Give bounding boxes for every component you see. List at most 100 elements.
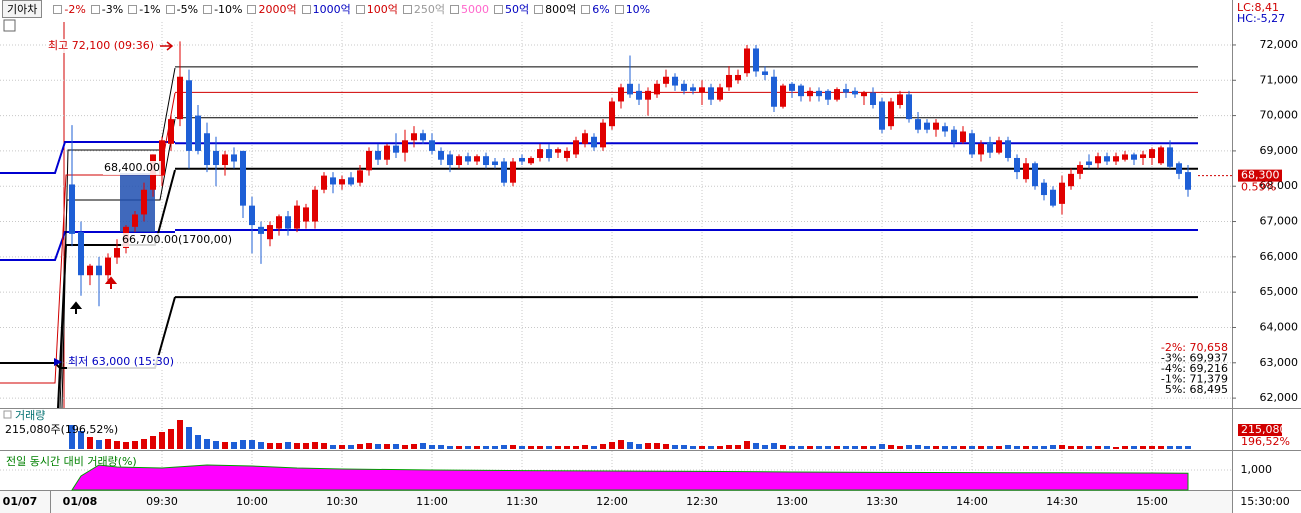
checkbox[interactable] (493, 4, 503, 14)
volume-bar (87, 437, 93, 449)
candle-body (1059, 182, 1065, 204)
volume-bar (96, 440, 102, 449)
volume-bar (816, 446, 822, 449)
toolbar-item[interactable]: 50억 (493, 1, 529, 17)
checkbox[interactable] (203, 4, 213, 14)
toolbar-item[interactable]: -10% (203, 3, 242, 16)
volume-bar (258, 442, 264, 449)
level-label: -3%: 69,937 (1161, 352, 1228, 365)
toolbar-item[interactable]: 1000억 (301, 1, 351, 17)
volume-bar (843, 446, 849, 449)
checkbox[interactable] (402, 4, 412, 14)
checkbox[interactable] (53, 4, 63, 14)
candle-body (600, 122, 606, 148)
volume-bar (69, 425, 75, 449)
candle-body (744, 48, 750, 74)
toolbar-item[interactable]: 10% (614, 3, 650, 16)
candle-body (420, 133, 426, 141)
candle-body (240, 150, 246, 206)
toolbar-label: -10% (214, 2, 243, 16)
volume-bar (78, 431, 84, 449)
candle-body (1185, 172, 1191, 190)
checkbox[interactable] (614, 4, 624, 14)
marks (69, 41, 1198, 491)
candle-body (438, 150, 444, 160)
level-step (59, 118, 176, 409)
volume-bar (582, 445, 588, 449)
volume-bar (906, 445, 912, 449)
volume-bar (807, 446, 813, 449)
candle-body (654, 83, 660, 95)
toolbar-item[interactable]: 100억 (355, 1, 398, 17)
checkbox[interactable] (165, 4, 175, 14)
candle-body (375, 150, 381, 160)
volume-bar (942, 446, 948, 449)
checkbox[interactable] (449, 4, 459, 14)
volume-bar (681, 445, 687, 449)
volume-bar (141, 439, 147, 449)
toolbar-item[interactable]: 2000억 (247, 1, 297, 17)
candle-body (582, 133, 588, 144)
volume-bar (645, 443, 651, 449)
y-tick-label: 69,000 (1260, 144, 1299, 157)
volume-bar (1032, 446, 1038, 449)
annotation: 66,700.00(1700,00) (122, 233, 232, 246)
volume-bar (276, 443, 282, 449)
candle-body (1131, 154, 1137, 160)
candle-body (519, 157, 525, 162)
toolbar-item[interactable]: 250억 (402, 1, 445, 17)
candle-body (915, 119, 921, 130)
candle-body (141, 189, 147, 215)
x-tick-label: 12:30 (686, 495, 718, 508)
candle-body (159, 140, 165, 176)
checkbox[interactable] (355, 4, 365, 14)
toolbar-item[interactable]: 6% (581, 3, 610, 16)
toolbar-item[interactable]: -2% (53, 3, 86, 16)
volume-bar (969, 446, 975, 449)
volume-bar (420, 443, 426, 449)
checkbox[interactable] (90, 4, 100, 14)
checkbox[interactable] (3, 410, 12, 419)
candle-body (528, 157, 534, 164)
annotation-bg (67, 355, 176, 369)
volume-bar (609, 442, 615, 449)
toolbar-item[interactable]: 800억 (534, 1, 576, 17)
labels: LC:8,41 HC:-5,27 거래량 215,080주(196,52%) 전… (3, 1, 1298, 508)
candle-body (447, 154, 453, 166)
toolbar-label: 250억 (413, 3, 445, 16)
candle-body (798, 85, 804, 97)
toolbar-item[interactable]: 5000 (449, 3, 489, 16)
checkbox[interactable] (581, 4, 591, 14)
checkbox[interactable] (247, 4, 257, 14)
y-tick-label: 62,000 (1260, 391, 1299, 404)
x-tick-label: 11:30 (506, 495, 538, 508)
toolbar-item[interactable]: -1% (128, 3, 161, 16)
candle-body (330, 177, 336, 185)
volume-bar (168, 429, 174, 449)
volume-bar (618, 440, 624, 449)
candle-body (267, 225, 273, 240)
stock-name[interactable]: 기아차 (2, 0, 43, 18)
candle-body (969, 133, 975, 155)
checkbox[interactable] (128, 4, 138, 14)
x-tick-label: 09:30 (146, 495, 178, 508)
volume-bar (204, 439, 210, 449)
checkbox[interactable] (534, 4, 544, 14)
candle-body (78, 232, 84, 276)
volume-bar (978, 446, 984, 449)
volume-bar (798, 446, 804, 449)
candle-body (753, 48, 759, 72)
candle-body (933, 122, 939, 130)
annotation: 최저 63,000 (15:30) (68, 355, 174, 368)
annotation: 최고 72,100 (09:36) (48, 39, 154, 52)
checkbox[interactable] (301, 4, 311, 14)
volume-bar (1095, 446, 1101, 449)
volume-bar (717, 446, 723, 449)
candle-body (132, 214, 138, 227)
volume-bar (1041, 446, 1047, 449)
toolbar-item[interactable]: -3% (90, 3, 123, 16)
volume-bar (186, 427, 192, 449)
toolbar-item[interactable]: -5% (165, 3, 198, 16)
grid-icon[interactable] (3, 19, 16, 32)
